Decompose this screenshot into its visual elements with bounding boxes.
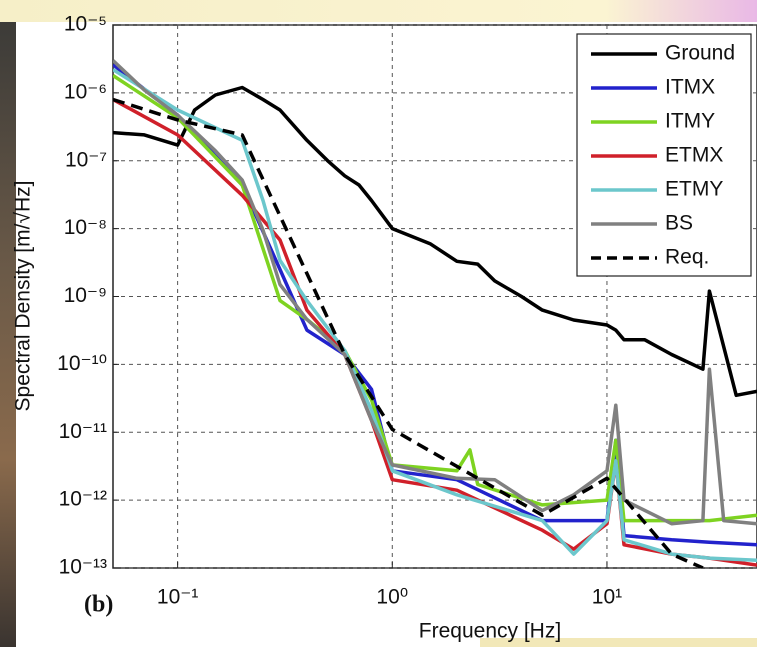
x-axis-label: Frequency [Hz] [419,620,561,643]
legend-label: ITMY [665,110,715,133]
legend-label: Ground [665,42,735,65]
background [480,638,757,647]
series-line [113,97,757,567]
background [0,22,16,647]
y-tick-label: 10⁻⁶ [64,80,107,103]
y-tick-label: 10⁻¹¹ [59,420,107,443]
y-tick-label: 10⁻⁹ [64,284,107,307]
x-tick-label: 10⁰ [376,586,408,609]
background [0,0,757,22]
y-axis-label: Spectral Density [m/√Hz] [12,181,35,412]
panel-label: (b) [84,592,113,618]
series-line [113,85,757,398]
y-tick-label: 10⁻⁷ [65,148,107,171]
series-line [113,68,757,563]
x-tick-label: 10¹ [592,586,622,609]
legend-label: ITMX [665,76,715,99]
x-tick-label: 10⁻¹ [157,586,198,609]
legend-label: ETMY [665,178,723,201]
y-tick-label: 10⁻⁵ [64,13,107,36]
y-tick-label: 10⁻⁸ [64,216,107,239]
y-tick-label: 10⁻¹³ [59,556,107,579]
y-tick-label: 10⁻¹² [59,488,107,511]
legend-label: ETMX [665,144,723,167]
series-line [113,74,757,523]
series-line [113,97,704,568]
legend-label: BS [665,212,693,235]
y-tick-label: 10⁻¹⁰ [57,352,107,375]
legend-label: Req. [665,246,709,269]
series-line [113,59,757,526]
